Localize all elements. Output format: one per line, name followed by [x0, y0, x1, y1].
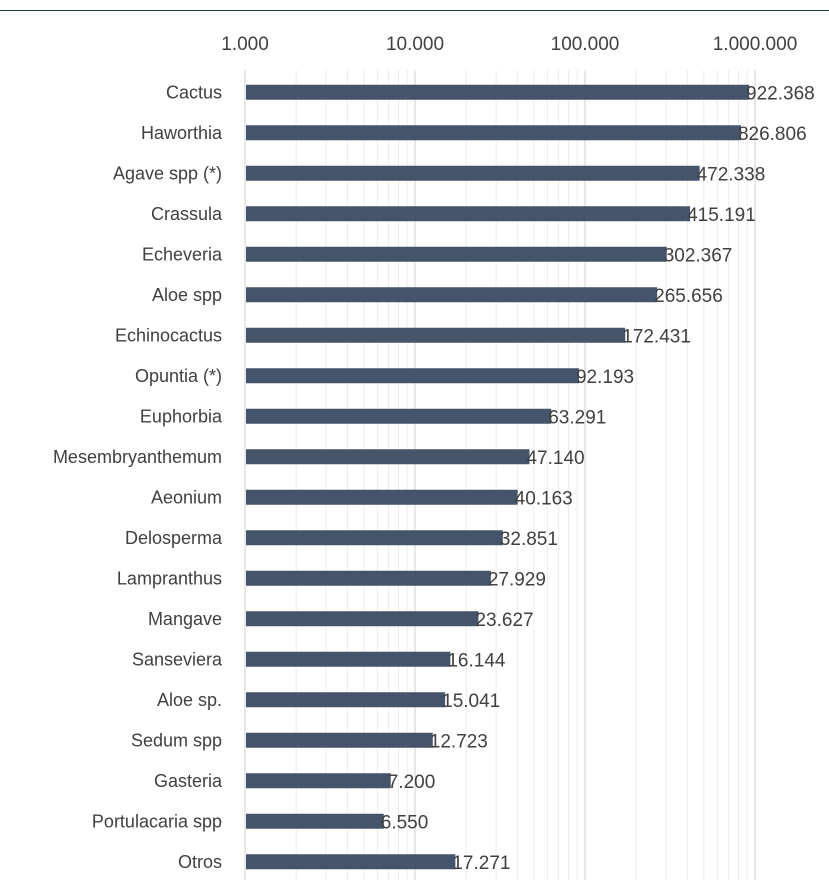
- category-label: Agave spp (*): [113, 163, 222, 183]
- category-label: Haworthia: [141, 123, 223, 143]
- category-label: Mesembryanthemum: [53, 447, 222, 467]
- value-label: 63.291: [548, 407, 606, 428]
- bar: [246, 327, 626, 343]
- bar: [246, 165, 700, 181]
- value-label: 12.723: [430, 731, 488, 752]
- category-label: Aloe spp: [152, 285, 222, 305]
- value-label: 15.041: [442, 691, 500, 712]
- category-labels: Cactus Haworthia Agave spp (*) Crassula Eche…: [53, 82, 223, 872]
- top-border-line: [0, 10, 829, 11]
- bar: [246, 246, 667, 262]
- bar: [246, 489, 518, 505]
- gridlines: [295, 70, 756, 880]
- category-label: Portulacaria spp: [92, 811, 222, 831]
- value-label: 47.140: [526, 448, 584, 469]
- bar: [246, 449, 530, 465]
- bar: [246, 651, 451, 667]
- value-label: 32.851: [500, 529, 558, 550]
- bar: [246, 692, 446, 708]
- value-label: 23.627: [475, 610, 533, 631]
- bar: [246, 206, 691, 222]
- value-label: 17.271: [452, 853, 510, 874]
- bar: [246, 570, 491, 586]
- bar: [246, 368, 579, 384]
- value-label: 16.144: [447, 650, 506, 671]
- category-label: Lampranthus: [117, 568, 222, 588]
- category-label: Aloe sp.: [157, 690, 222, 710]
- category-label: Otros: [178, 852, 222, 872]
- category-label: Sedum spp: [131, 730, 222, 750]
- category-label: Mangave: [148, 609, 222, 629]
- bar: [246, 530, 503, 546]
- bar: [246, 732, 433, 748]
- bar: [246, 125, 741, 141]
- value-label: 472.338: [697, 164, 766, 185]
- category-label: Delosperma: [125, 528, 223, 548]
- value-label: 92.193: [576, 367, 634, 388]
- x-axis-tick-labels: 1.000 10.000 100.000 1.000.000: [221, 34, 797, 55]
- value-label: 6.550: [381, 812, 429, 833]
- x-tick-label: 1.000: [221, 34, 269, 55]
- value-label: 826.806: [738, 124, 807, 145]
- category-label: Euphorbia: [140, 406, 223, 426]
- category-label: Echinocactus: [115, 325, 222, 345]
- value-label: 172.431: [622, 326, 691, 347]
- value-labels: 922.368 826.806 472.338 415.191 302.367 265.6…: [381, 83, 815, 874]
- bar: [246, 611, 479, 627]
- bar: [246, 773, 391, 789]
- value-label: 302.367: [664, 245, 733, 266]
- value-label: 40.163: [515, 488, 573, 509]
- bar: [246, 287, 658, 303]
- category-label: Opuntia (*): [135, 366, 222, 386]
- value-label: 922.368: [746, 83, 815, 104]
- x-tick-label: 100.000: [551, 34, 620, 55]
- value-label: 415.191: [687, 205, 756, 226]
- category-label: Aeonium: [151, 487, 222, 507]
- bar: [246, 408, 552, 424]
- category-label: Gasteria: [154, 771, 223, 791]
- category-label: Cactus: [166, 82, 222, 102]
- category-label: Crassula: [151, 204, 223, 224]
- category-label: Echeveria: [142, 244, 223, 264]
- x-tick-label: 1.000.000: [713, 34, 798, 55]
- bar: [246, 84, 750, 100]
- category-label: Sanseviera: [132, 649, 223, 669]
- bars: [246, 84, 750, 870]
- value-label: 265.656: [654, 286, 723, 307]
- x-tick-label: 10.000: [386, 34, 444, 55]
- value-label: 7.200: [388, 772, 436, 793]
- bar: [246, 813, 384, 829]
- bar: [246, 854, 456, 870]
- value-label: 27.929: [488, 569, 546, 590]
